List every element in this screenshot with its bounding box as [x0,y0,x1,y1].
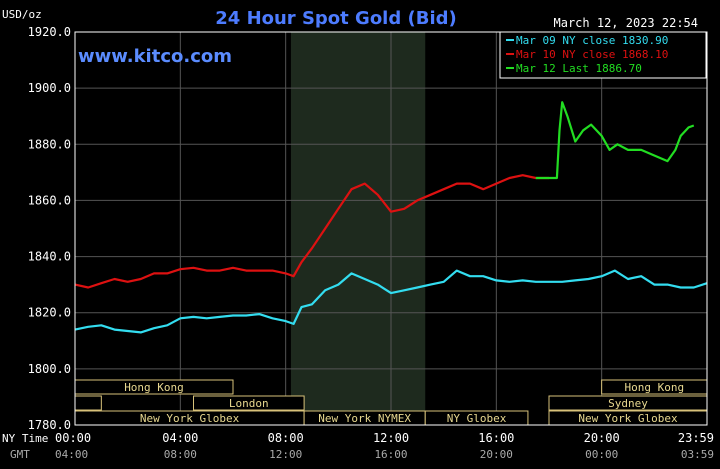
session-box [193,395,305,411]
session-box [74,395,102,411]
chart-title: 24 Hour Spot Gold (Bid) [215,8,456,29]
series-line-3 [535,101,695,180]
session-label: NY Globex [447,412,507,425]
market-sessions: Hong Kong London New York Globex New York N… [74,379,708,426]
x-tick-label-ny: 23:59 [678,431,714,445]
x-tick-label-ny: 16:00 [478,431,514,445]
x-tick-label-ny: 20:00 [584,431,620,445]
price-series [74,101,708,334]
x-tick-label-gmt: 00:00 [585,448,618,461]
series-line-2 [74,174,549,289]
x-tick-label-gmt: 20:00 [480,448,513,461]
y-tick-label: 1860.0 [28,193,71,207]
x-tick-label-ny: 00:00 [55,431,91,445]
x-tick-label-gmt: 04:00 [55,448,88,461]
y-axis-ticks: 1920.0 1900.0 1880.0 1860.0 1840.0 1820.0 1800… [28,25,71,432]
y-tick-label: 1900.0 [28,81,71,95]
session-label: New York Globex [140,412,240,425]
y-axis-label: USD/oz [2,8,42,21]
x-tick-label-ny: 04:00 [162,431,198,445]
session-label: New York Globex [578,412,678,425]
session-label: London [229,397,269,410]
series-line-1 [74,269,708,334]
x-axis-ny-label: NY Time [2,432,48,445]
y-tick-label: 1880.0 [28,137,71,151]
chart-timestamp: March 12, 2023 22:54 [554,16,699,30]
legend-entry: Mar 12 Last 1886.70 [516,62,642,75]
x-tick-label-gmt: 12:00 [269,448,302,461]
session-label: Hong Kong [625,381,685,394]
legend-box [499,31,707,79]
plot-frame [74,31,708,426]
x-axis-ticks: 00:00 04:00 04:00 08:00 08:00 12:00 12:00 16:00… [55,431,714,461]
x-tick-label-gmt: 03:59 [681,448,714,461]
legend-entry: Mar 10 NY close 1868.10 [516,48,668,61]
y-tick-label: 1840.0 [28,250,71,264]
nymex-session-shade [290,32,426,425]
y-tick-label: 1800.0 [28,362,71,376]
y-tick-label: 1820.0 [28,306,71,320]
x-tick-label-gmt: 08:00 [164,448,197,461]
watermark: www.kitco.com [78,46,232,67]
x-tick-label-gmt: 16:00 [374,448,407,461]
y-tick-label: 1780.0 [28,418,71,432]
session-label: Hong Kong [124,381,184,394]
session-label: Sydney [608,397,648,410]
legend-entry: Mar 09 NY close 1830.90 [516,34,668,47]
x-tick-label-ny: 08:00 [268,431,304,445]
y-tick-label: 1920.0 [28,25,71,39]
session-label: New York NYMEX [318,412,411,425]
x-tick-label-ny: 12:00 [373,431,409,445]
x-axis-gmt-label: GMT [10,448,30,461]
